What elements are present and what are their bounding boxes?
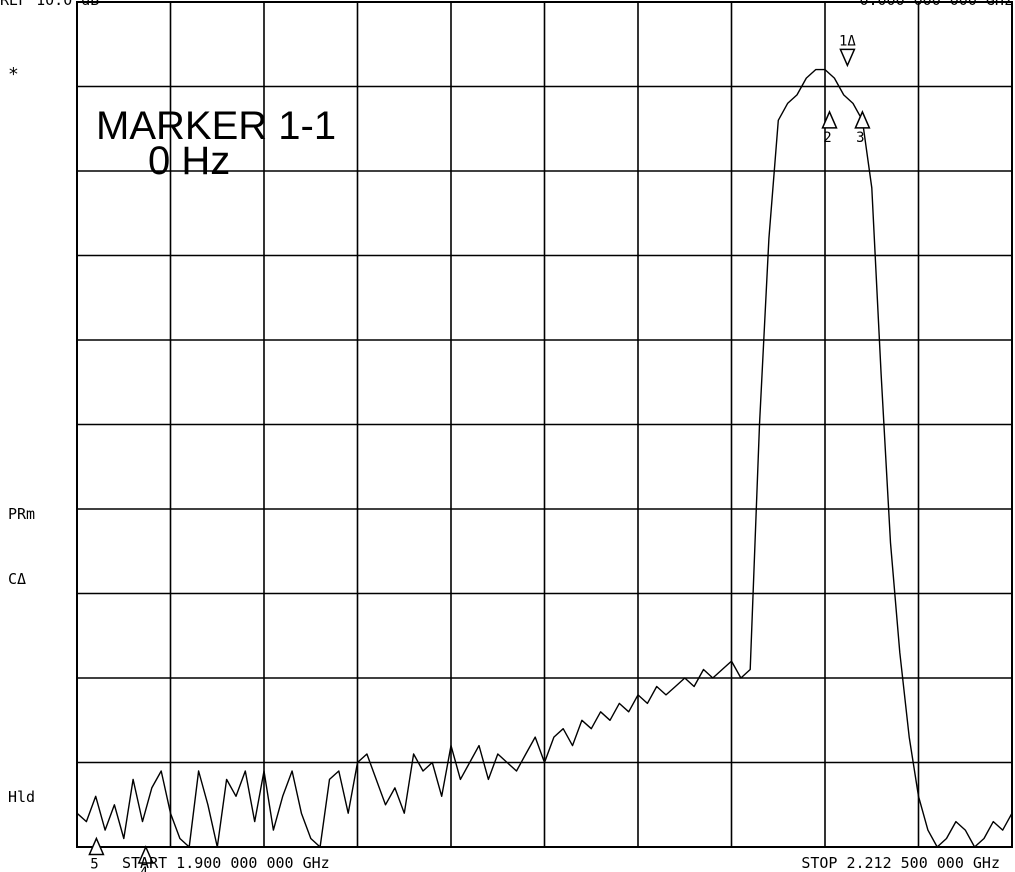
c-delta-indicator: CΔ <box>8 570 26 588</box>
marker-3: 3 <box>854 110 871 146</box>
marker-4: 4 <box>137 845 154 872</box>
marker-label: 5 <box>90 857 98 872</box>
marker-readout-line1: MARKER 1-1 <box>96 104 336 148</box>
asterisk-indicator: * <box>8 64 19 85</box>
marker-1: 1Δ <box>839 33 856 68</box>
start-frequency-label: START 1.900 000 000 GHz <box>122 854 330 872</box>
marker-2: 2 <box>821 110 838 146</box>
marker-layer: 1Δ 2 3 4 5 <box>88 33 871 872</box>
marker-triangle <box>854 110 871 129</box>
hold-indicator: Hld <box>8 788 35 806</box>
spectrum-trace <box>76 68 1013 848</box>
header-left-partial: REF 10.0 dB <box>0 0 99 9</box>
stop-frequency-label: STOP 2.212 500 000 GHz <box>801 854 1000 872</box>
marker-triangle <box>137 845 154 864</box>
marker-label: 4 <box>140 865 148 872</box>
marker-readout-line2: 0 Hz <box>148 139 230 183</box>
trace-layer <box>76 68 1013 848</box>
header-right-partial: 0.000 000 000 GHz <box>859 0 1013 9</box>
graticule <box>76 1 1013 848</box>
marker-label: 3 <box>856 130 864 146</box>
marker-label: 2 <box>823 130 831 146</box>
prm-indicator: PRm <box>8 505 35 523</box>
marker-5: 5 <box>88 836 105 872</box>
marker-triangle <box>88 836 105 856</box>
marker-triangle <box>839 48 856 68</box>
marker-label: 1Δ <box>839 33 856 49</box>
marker-triangle <box>821 110 838 129</box>
